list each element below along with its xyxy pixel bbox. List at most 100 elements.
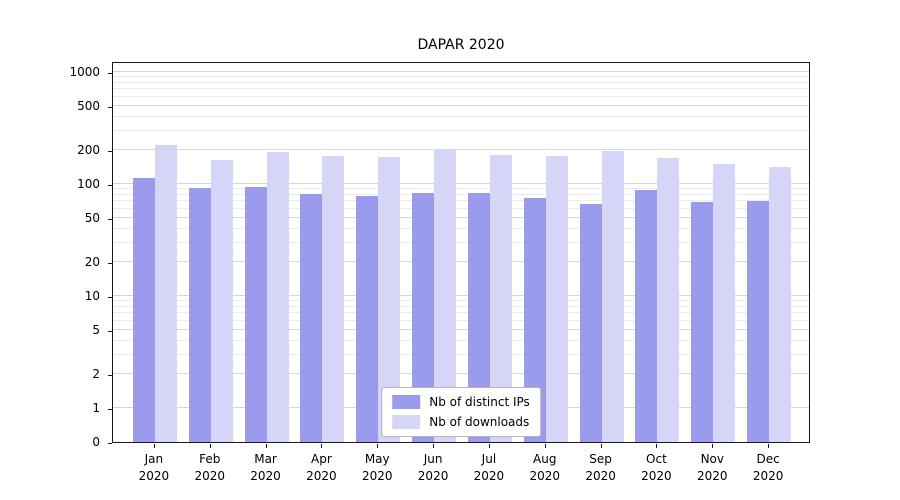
y-tick-label: 100 xyxy=(77,177,100,191)
legend-swatch-downloads xyxy=(392,415,421,429)
bar-downloads xyxy=(769,167,792,442)
x-tick-mark xyxy=(209,444,211,448)
major-gridline xyxy=(113,71,809,72)
y-tick-label: 5 xyxy=(92,322,100,337)
x-tick-mark xyxy=(768,444,770,448)
minor-gridline xyxy=(113,319,809,321)
bar-distinct-ips xyxy=(356,196,379,442)
major-gridline xyxy=(113,104,809,106)
major-gridline xyxy=(113,295,809,296)
legend-item-distinct-ips: Nb of distinct IPs xyxy=(392,395,530,409)
minor-gridline xyxy=(113,300,809,302)
x-tick-label: Nov 2020 xyxy=(697,452,728,483)
y-tick-label: 1 xyxy=(92,401,100,415)
bar-distinct-ips xyxy=(579,204,602,442)
minor-gridline xyxy=(113,241,809,243)
minor-gridline xyxy=(113,339,809,341)
legend: Nb of distinct IPs Nb of downloads xyxy=(381,387,541,437)
bar-distinct-ips xyxy=(412,193,435,442)
y-tick-mark xyxy=(108,263,112,265)
minor-gridline xyxy=(113,193,809,195)
y-tick-label: 1000 xyxy=(69,65,100,79)
x-tick-label: Jun 2020 xyxy=(417,452,449,483)
x-tick-mark xyxy=(600,444,602,448)
x-tick-mark xyxy=(321,444,323,448)
minor-gridline xyxy=(113,95,809,97)
y-tick-label: 500 xyxy=(77,98,100,113)
bar-downloads xyxy=(713,164,736,442)
chart-title: DAPAR 2020 xyxy=(417,37,505,53)
x-tick-mark xyxy=(377,444,379,448)
x-tick-label: Jul 2020 xyxy=(473,452,505,483)
legend-item-downloads: Nb of downloads xyxy=(392,415,530,429)
major-gridline xyxy=(113,183,809,184)
major-gridline xyxy=(113,328,809,330)
minor-gridline xyxy=(113,88,809,90)
y-tick-mark xyxy=(108,218,112,220)
bar-distinct-ips xyxy=(244,186,267,442)
minor-gridline xyxy=(113,115,809,117)
bar-downloads xyxy=(210,159,233,442)
x-tick-label: Oct 2020 xyxy=(641,452,672,483)
bar-downloads xyxy=(378,157,401,442)
x-tick-label: Aug 2020 xyxy=(529,452,561,483)
y-tick-label: 10 xyxy=(84,289,100,303)
x-tick-mark xyxy=(544,444,546,448)
legend-swatch-distinct-ips xyxy=(392,395,421,409)
bar-downloads xyxy=(154,144,177,442)
y-tick-label: 200 xyxy=(77,143,100,158)
bar-distinct-ips xyxy=(132,178,155,442)
minor-gridline xyxy=(113,305,809,307)
bar-downloads xyxy=(266,152,289,442)
minor-gridline xyxy=(113,188,809,190)
x-tick-mark xyxy=(433,444,435,448)
y-tick-label: 20 xyxy=(84,255,100,270)
minor-gridline xyxy=(113,76,809,78)
plot-area: Nb of distinct IPs Nb of downloads xyxy=(112,62,810,443)
legend-label-distinct-ips: Nb of distinct IPs xyxy=(429,395,530,409)
x-tick-label: Sep 2020 xyxy=(585,452,616,483)
y-tick-mark xyxy=(108,73,112,74)
minor-gridline xyxy=(113,81,809,83)
y-tick-mark xyxy=(108,297,112,298)
y-tick-mark xyxy=(108,185,112,186)
x-tick-mark xyxy=(488,444,490,448)
x-tick-label: Apr 2020 xyxy=(306,452,337,483)
bar-distinct-ips xyxy=(635,190,658,442)
x-tick-mark xyxy=(153,444,155,448)
x-tick-mark xyxy=(656,444,658,448)
y-tick-mark xyxy=(108,330,112,332)
x-tick-label: Feb 2020 xyxy=(194,452,225,483)
y-tick-mark xyxy=(108,375,112,377)
y-tick-label: 0 xyxy=(92,435,100,449)
minor-gridline xyxy=(113,129,809,131)
y-tick-mark xyxy=(108,443,112,444)
minor-gridline xyxy=(113,200,809,202)
bar-distinct-ips xyxy=(523,198,546,442)
bar-distinct-ips xyxy=(467,193,490,442)
bar-downloads xyxy=(601,150,624,442)
bar-downloads xyxy=(489,154,512,442)
bar-distinct-ips xyxy=(747,201,770,442)
x-tick-mark xyxy=(265,444,267,448)
y-tick-mark xyxy=(108,409,112,410)
x-tick-label: Dec 2020 xyxy=(752,452,784,483)
bar-downloads xyxy=(545,156,568,442)
major-gridline xyxy=(113,373,809,375)
minor-gridline xyxy=(113,312,809,314)
major-gridline xyxy=(113,149,809,151)
bar-downloads xyxy=(322,156,345,442)
bar-downloads xyxy=(657,158,680,442)
bar-distinct-ips xyxy=(300,193,323,442)
bar-distinct-ips xyxy=(691,202,714,442)
legend-label-downloads: Nb of downloads xyxy=(429,415,530,429)
minor-gridline xyxy=(113,207,809,209)
y-tick-mark xyxy=(108,151,112,153)
x-tick-mark xyxy=(712,444,714,448)
bar-distinct-ips xyxy=(188,188,211,442)
y-tick-label: 50 xyxy=(84,210,100,225)
major-gridline xyxy=(113,216,809,218)
x-tick-label: Mar 2020 xyxy=(250,452,281,483)
bar-downloads xyxy=(434,149,457,442)
